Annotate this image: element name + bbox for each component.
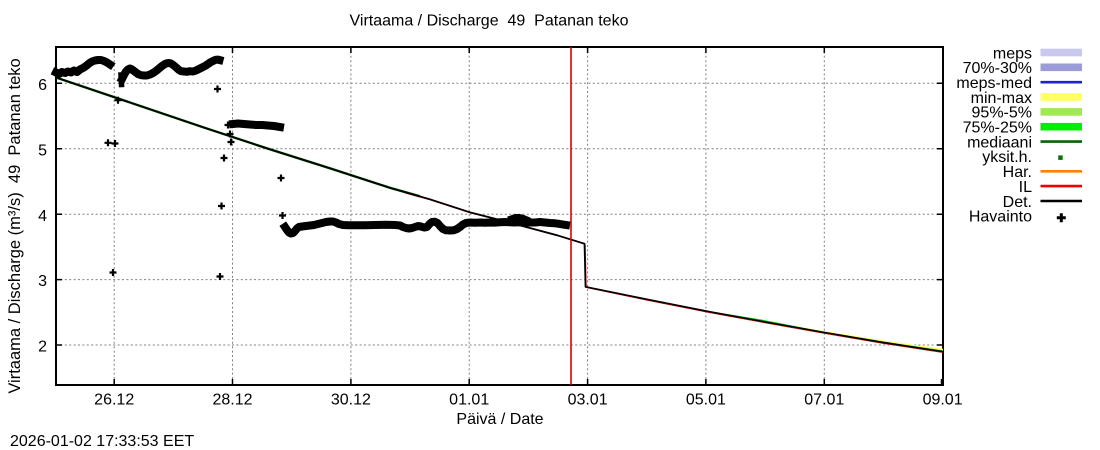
svg-text:min-max: min-max xyxy=(971,90,1032,107)
svg-text:95%-5%: 95%-5% xyxy=(972,105,1032,122)
svg-text:03.01: 03.01 xyxy=(568,392,608,409)
svg-text:Har.: Har. xyxy=(1003,164,1032,181)
svg-text:meps-med: meps-med xyxy=(956,75,1032,92)
svg-text:meps: meps xyxy=(993,45,1032,62)
svg-text:Virtaama / Discharge (m³/s) 4: Virtaama / Discharge (m³/s) 49 Patanan t… xyxy=(6,58,24,393)
svg-text:4: 4 xyxy=(38,208,47,225)
svg-text:30.12: 30.12 xyxy=(331,392,371,409)
svg-text:75%-25%: 75%-25% xyxy=(963,120,1032,137)
svg-text:6: 6 xyxy=(38,77,47,94)
svg-text:Havainto: Havainto xyxy=(969,209,1032,226)
svg-text:28.12: 28.12 xyxy=(212,392,252,409)
svg-text:70%-30%: 70%-30% xyxy=(963,60,1032,77)
svg-text:mediaani: mediaani xyxy=(967,134,1032,151)
svg-text:07.01: 07.01 xyxy=(804,392,844,409)
svg-text:01.01: 01.01 xyxy=(449,392,489,409)
svg-text:Virtaama / Discharge 49 Pata: Virtaama / Discharge 49 Patanan teko xyxy=(350,13,629,30)
svg-text:3: 3 xyxy=(38,273,47,290)
svg-text:2026-01-02 17:33:53 EET: 2026-01-02 17:33:53 EET xyxy=(10,433,194,450)
svg-text:5: 5 xyxy=(38,142,47,159)
svg-text:2: 2 xyxy=(38,339,47,356)
svg-text:yksit.h.: yksit.h. xyxy=(982,149,1032,166)
svg-text:IL: IL xyxy=(1019,179,1032,196)
svg-text:26.12: 26.12 xyxy=(94,392,134,409)
svg-text:Päivä / Date: Päivä / Date xyxy=(456,411,543,428)
svg-text:Det.: Det. xyxy=(1003,194,1032,211)
svg-text:05.01: 05.01 xyxy=(686,392,726,409)
svg-text:09.01: 09.01 xyxy=(923,392,963,409)
